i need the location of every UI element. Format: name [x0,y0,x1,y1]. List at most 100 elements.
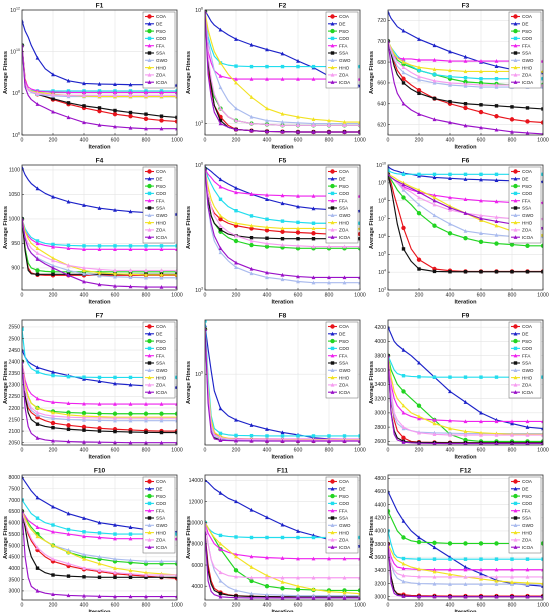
data-point-ssa [82,428,86,432]
data-point-cdo [448,557,452,561]
data-point-ssa [128,575,133,579]
data-point-zoa [327,244,331,249]
data-point-ffa [113,247,117,252]
legend-marker [147,183,152,189]
data-point-de [35,186,40,191]
x-axis-label: Iteration [88,610,111,612]
data-point-icoa [128,594,133,599]
data-point-ffa [525,419,530,424]
y-tick-exponent: 12 [16,6,20,10]
data-point-de [82,81,86,86]
data-point-zoa [51,556,55,561]
legend-label: COA [522,169,533,174]
y-tick-label: 3600 [374,368,386,374]
y-axis-label: Average Fitness [369,206,375,249]
legend-label: COA [339,14,350,19]
data-point-ssa [66,574,71,578]
data-point-gwo [175,559,177,564]
legend-marker [147,361,152,365]
y-tick-label: 106 [195,6,203,13]
data-point-icoa [417,190,421,194]
x-tick-label: 0 [204,293,207,299]
data-point-de [479,410,483,415]
data-point-ssa [51,425,55,430]
y-tick-label: 7000 [8,498,20,504]
data-point-ssa [494,270,499,274]
legend-marker [513,324,518,329]
x-tick-label: 800 [508,138,517,144]
legend-marker [147,353,152,358]
y-tick-label: 6500 [8,509,20,515]
data-point-hho [541,581,543,586]
data-point-zoa [448,80,452,85]
data-point-pso [494,541,499,546]
subplot-title: F7 [96,313,104,320]
subplot-title: F2 [279,3,287,10]
legend-marker [330,169,335,174]
data-point-pso [525,243,530,248]
data-point-de [175,211,177,216]
data-point-cdo [463,375,468,379]
x-tick-label: 200 [232,138,241,144]
legend-label: DE [156,487,162,492]
data-point-de [417,37,421,41]
data-point-ssa [448,270,452,274]
y-tick-exponent: 10 [382,161,386,165]
data-point-hho [463,69,468,74]
data-point-hho [35,405,40,410]
data-point-hho [494,578,499,583]
data-point-icoa [35,257,40,261]
y-tick-label: 5500 [8,532,20,538]
legend-marker [513,191,518,196]
data-point-de [388,10,390,14]
data-point-pso [112,411,118,416]
data-point-de [35,55,40,60]
data-point-de [22,165,24,170]
data-point-icoa [205,10,207,14]
y-axis-label: Average Fitness [3,516,9,559]
legend-label: FFA [339,508,348,513]
data-point-icoa [97,440,102,444]
data-point-ffa [175,90,177,95]
data-point-ffa [159,247,164,252]
data-point-gwo [113,274,117,279]
x-tick-label: 600 [477,293,486,299]
data-point-pso [416,210,422,216]
legend-marker [147,72,152,77]
legend-marker [513,545,518,549]
legend-label: HHO [156,220,167,225]
data-point-coa [416,88,422,93]
data-point-icoa [97,594,102,599]
y-tick-base: 10 [378,234,384,240]
y-tick-exponent: 6 [384,233,386,237]
data-point-icoa [432,117,437,122]
data-point-gwo [218,578,223,583]
x-tick-label: 400 [446,138,455,144]
legend-label: GWO [339,523,351,528]
y-axis-label: Average Fitness [3,51,9,94]
legend-marker [147,58,152,62]
data-point-de [280,522,285,527]
data-point-icoa [358,275,360,280]
data-point-pso [416,403,422,408]
y-tick-label: 620 [377,122,386,128]
data-point-gwo [327,593,331,598]
data-point-icoa [463,211,468,215]
x-axis-label: Iteration [454,300,477,306]
data-point-coa [509,117,515,122]
legend-marker [513,368,518,372]
data-point-de [234,37,238,41]
data-point-gwo [296,593,300,598]
data-point-gwo [35,412,40,417]
data-point-ffa [494,567,499,572]
x-tick-label: 200 [49,138,58,144]
data-point-ssa [66,427,71,431]
x-tick-label: 200 [49,293,58,299]
data-point-hho [448,426,452,431]
data-point-zoa [311,575,316,580]
data-point-ffa [280,556,285,560]
data-point-ffa [51,244,55,249]
x-axis-label: Iteration [88,455,111,461]
data-point-cdo [448,172,452,177]
legend-marker [147,390,152,394]
